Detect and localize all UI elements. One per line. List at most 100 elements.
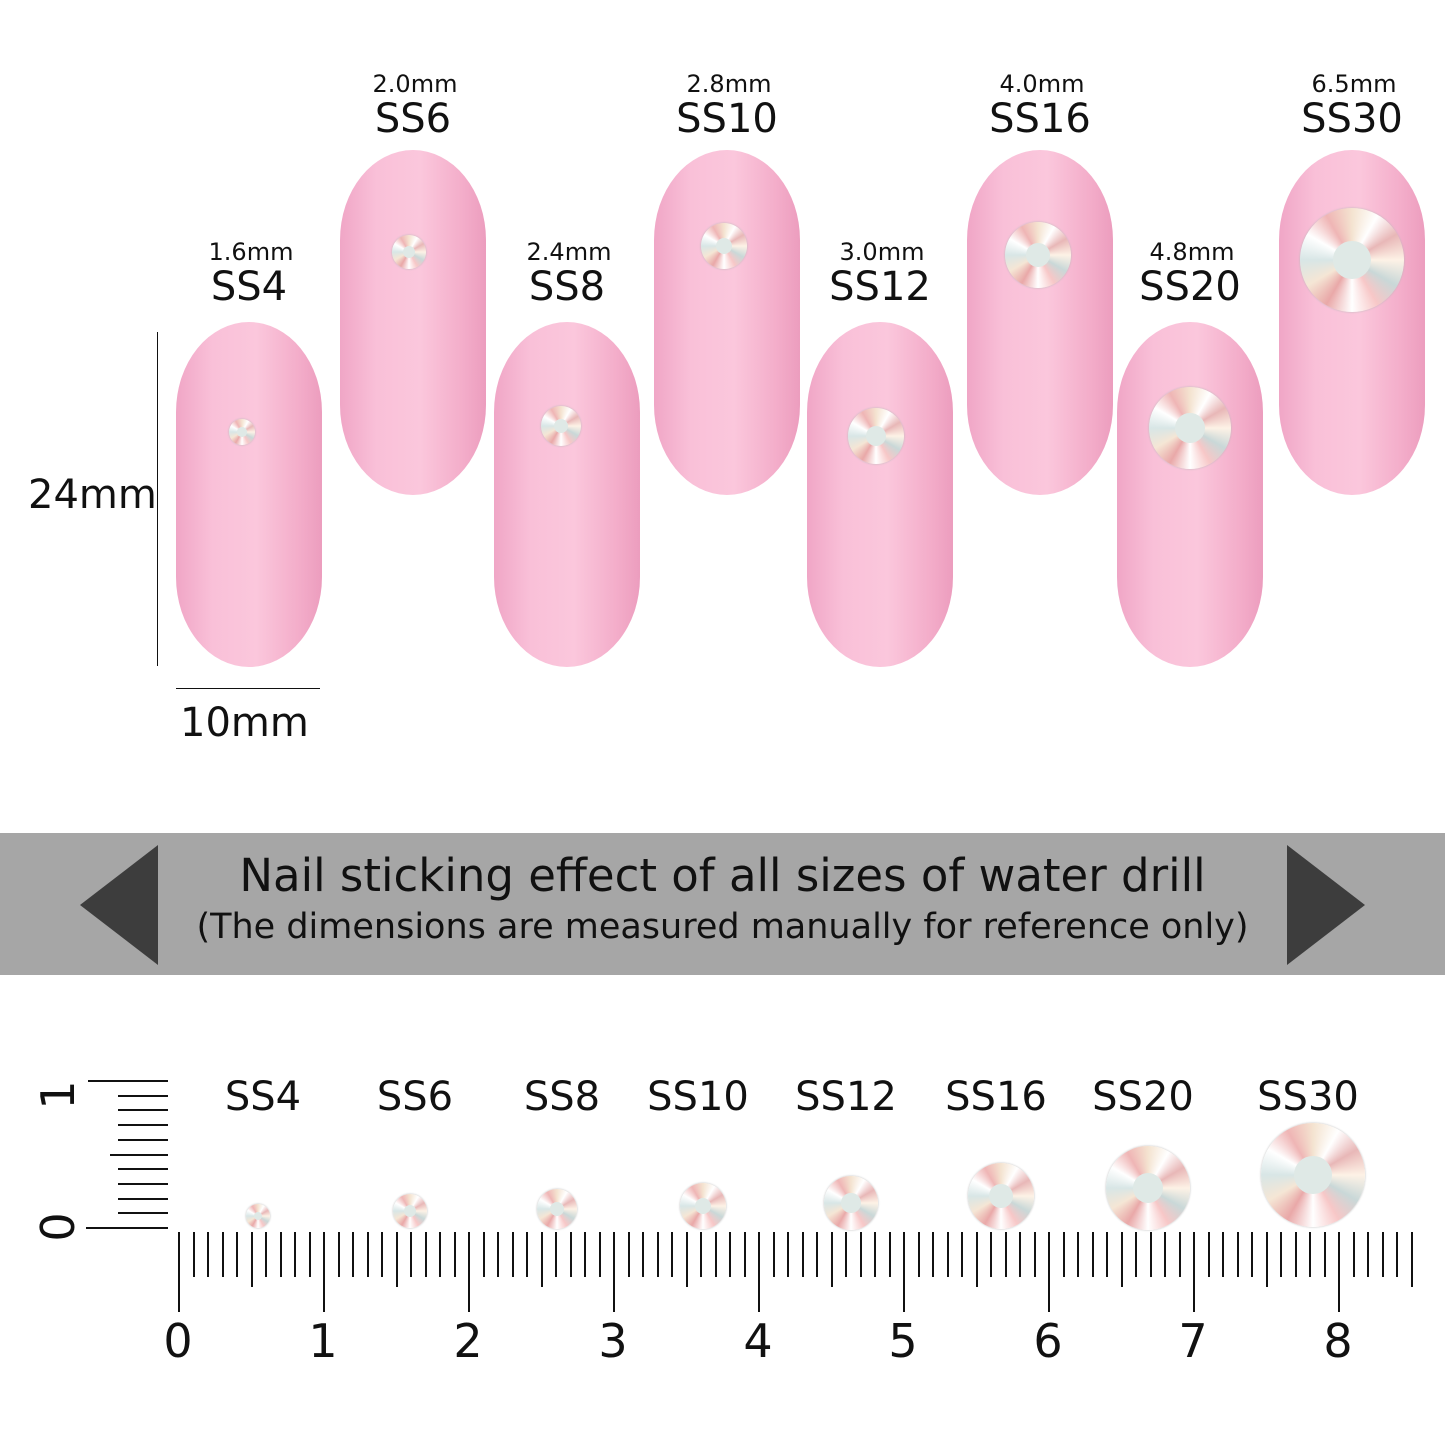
ruler-size-label: SS10 xyxy=(647,1074,749,1120)
nail xyxy=(654,150,800,495)
ruler-tick xyxy=(1149,1232,1152,1277)
ruler-tick xyxy=(714,1232,717,1277)
ruler-rhinestone xyxy=(680,1183,726,1229)
ruler-tick xyxy=(975,1232,978,1287)
cm-label: 7 xyxy=(1178,1314,1208,1368)
ruler-tick xyxy=(685,1232,688,1287)
ruler-tick xyxy=(352,1232,354,1277)
rhinestone xyxy=(701,223,747,269)
size-mm-label: 3.0mm xyxy=(839,238,925,266)
ruler-tick xyxy=(584,1232,586,1277)
ruler-tick xyxy=(671,1232,673,1277)
height-label: 24mm xyxy=(28,472,157,518)
ruler-tick xyxy=(1396,1232,1398,1277)
ruler-size-label: SS4 xyxy=(224,1074,302,1120)
ruler-tick xyxy=(1048,1232,1050,1312)
right-arrow-icon xyxy=(1287,845,1365,965)
banner-title: Nail sticking effect of all sizes of wat… xyxy=(239,849,1206,902)
ruler-tick xyxy=(1004,1232,1007,1277)
size-name-label: SS8 xyxy=(528,264,606,310)
ruler-tick xyxy=(1294,1232,1297,1277)
size-mm-label: 2.4mm xyxy=(526,238,612,266)
rhinestone xyxy=(1005,222,1071,288)
cm-label: 6 xyxy=(1033,1314,1063,1368)
vertical-ruler-tick xyxy=(118,1212,168,1215)
vertical-ruler-tick xyxy=(118,1109,168,1112)
banner-subtitle: (The dimensions are measured manually fo… xyxy=(196,907,1249,947)
rhinestone xyxy=(392,235,426,269)
ruler-tick xyxy=(192,1232,195,1277)
size-name-label: SS4 xyxy=(210,264,288,310)
ruler-tick xyxy=(511,1232,514,1277)
ruler-tick xyxy=(1062,1232,1065,1277)
ruler-tick xyxy=(381,1232,383,1277)
ruler-tick xyxy=(1178,1232,1181,1277)
ruler-tick xyxy=(1222,1232,1224,1277)
ruler-tick xyxy=(1135,1232,1137,1277)
ruler-tick xyxy=(1106,1232,1108,1277)
size-mm-label: 2.0mm xyxy=(372,70,458,98)
nail xyxy=(1279,150,1425,495)
ruler-tick xyxy=(613,1232,615,1312)
size-name-label: SS20 xyxy=(1139,264,1241,310)
ruler-tick xyxy=(903,1232,905,1312)
ruler-rhinestone xyxy=(1261,1123,1365,1227)
ruler-tick xyxy=(729,1232,731,1277)
ruler-tick xyxy=(1309,1232,1311,1277)
ruler-tick xyxy=(1280,1232,1282,1277)
size-name-label: SS10 xyxy=(676,96,778,142)
ruler-size-label: SS12 xyxy=(795,1074,897,1120)
ruler-tick xyxy=(1381,1232,1384,1277)
banner: Nail sticking effect of all sizes of wat… xyxy=(0,833,1445,975)
ruler-tick xyxy=(787,1232,789,1277)
ruler-tick xyxy=(1077,1232,1079,1277)
ruler-tick xyxy=(265,1232,267,1277)
ruler-tick xyxy=(337,1232,340,1277)
cm-label: 8 xyxy=(1323,1314,1353,1368)
vertical-ruler-tick xyxy=(118,1168,168,1171)
ruler-tick xyxy=(1251,1232,1253,1277)
ruler-tick xyxy=(236,1232,238,1277)
ruler-tick xyxy=(859,1232,862,1277)
ruler-tick xyxy=(424,1232,427,1277)
nail xyxy=(967,150,1113,495)
rhinestone xyxy=(229,419,255,445)
ruler-tick xyxy=(1323,1232,1326,1277)
rhinestone xyxy=(1149,387,1231,469)
ruler-size-label: SS16 xyxy=(945,1074,1047,1120)
ruler-tick xyxy=(294,1232,296,1277)
ruler-tick xyxy=(395,1232,398,1287)
ruler-rhinestone xyxy=(537,1189,577,1229)
cm-label: 2 xyxy=(453,1314,483,1368)
nail xyxy=(1117,322,1263,667)
width-label: 10mm xyxy=(180,700,309,746)
ruler-tick xyxy=(932,1232,934,1277)
ruler-tick xyxy=(700,1232,702,1277)
vertical-label-1: 1 xyxy=(31,1080,85,1110)
height-dimension-line xyxy=(157,332,158,666)
ruler-tick xyxy=(323,1232,325,1312)
ruler-tick xyxy=(526,1232,528,1277)
vertical-ruler-tick xyxy=(88,1080,168,1082)
vertical-ruler-tick xyxy=(118,1182,168,1185)
rhinestone xyxy=(541,406,581,446)
ruler-tick xyxy=(743,1232,746,1277)
nail xyxy=(494,322,640,667)
ruler-tick xyxy=(1091,1232,1094,1277)
ruler-tick xyxy=(1207,1232,1210,1277)
ruler-tick xyxy=(439,1232,441,1277)
size-mm-label: 1.6mm xyxy=(208,238,294,266)
cm-label: 5 xyxy=(888,1314,918,1368)
size-mm-label: 4.0mm xyxy=(999,70,1085,98)
size-name-label: SS6 xyxy=(374,96,452,142)
size-mm-label: 4.8mm xyxy=(1149,238,1235,266)
ruler-tick xyxy=(207,1232,209,1277)
vertical-ruler-tick xyxy=(118,1124,168,1127)
ruler-tick xyxy=(540,1232,543,1287)
ruler-tick xyxy=(772,1232,775,1277)
ruler-tick xyxy=(1367,1232,1369,1277)
ruler-tick xyxy=(888,1232,891,1277)
ruler-size-label: SS6 xyxy=(376,1074,454,1120)
nail xyxy=(176,322,322,667)
